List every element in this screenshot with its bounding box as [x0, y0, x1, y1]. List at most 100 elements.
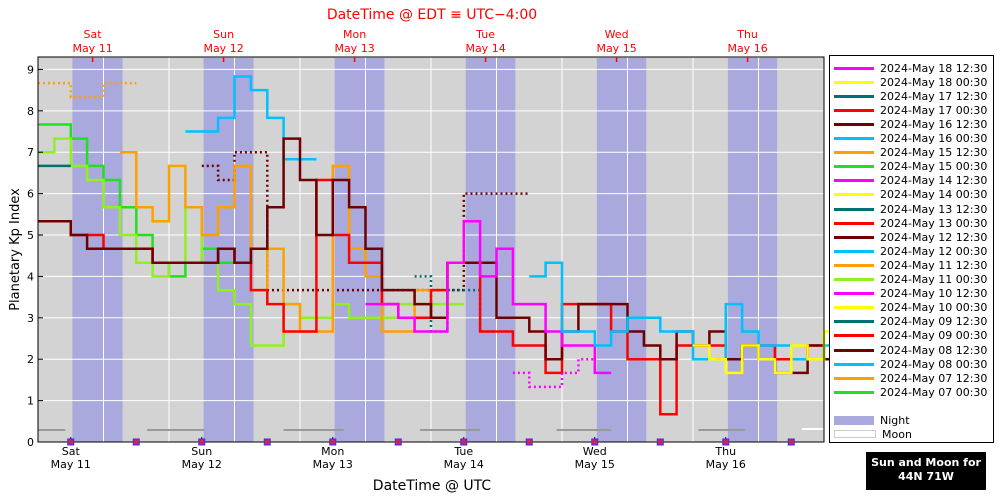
- legend-entry: 2024-May 16 00:30: [834, 131, 987, 147]
- sun-moon-line1: Sun and Moon for: [871, 456, 981, 469]
- legend-label: 2024-May 07 12:30: [880, 371, 988, 385]
- legend-label: 2024-May 12 00:30: [880, 244, 988, 258]
- legend-swatch: [834, 94, 874, 98]
- legend-entry: 2024-May 09 00:30: [834, 328, 987, 344]
- legend-night-label: Night: [880, 413, 910, 427]
- legend-entry: 2024-May 07 12:30: [834, 370, 987, 386]
- bottom-marker: [198, 438, 206, 446]
- bottom-tick-day: Thu: [714, 445, 736, 458]
- legend-entry: 2024-May 18 12:30: [834, 60, 987, 76]
- legend-moon: Moon: [834, 426, 912, 442]
- legend-swatch: [834, 207, 874, 211]
- legend-entry: 2024-May 12 12:30: [834, 229, 987, 245]
- night-band: [334, 58, 385, 442]
- legend-label: 2024-May 11 00:30: [880, 273, 988, 286]
- legend-label: 2024-May 13 00:30: [880, 216, 988, 230]
- top-tick-date: May 16: [727, 42, 767, 55]
- top-tick-day: Wed: [605, 28, 629, 41]
- bottom-tick-date: May 13: [313, 458, 353, 471]
- y-tick-label: 6: [27, 188, 34, 201]
- legend-entry: 2024-May 13 00:30: [834, 215, 987, 231]
- legend-swatch: [834, 249, 874, 253]
- bottom-tick-day: Sat: [62, 445, 81, 458]
- top-tick-day: Tue: [475, 28, 495, 41]
- y-tick-label: 4: [27, 270, 34, 283]
- legend-swatch: [834, 221, 874, 225]
- legend-entry: 2024-May 09 12:30: [834, 314, 987, 330]
- legend-swatch: [834, 390, 874, 394]
- y-axis-label: Planetary Kp Index: [8, 188, 23, 311]
- legend-swatch: [834, 362, 874, 366]
- legend-swatch: [834, 122, 874, 126]
- legend-swatch: [834, 292, 874, 296]
- bottom-tick-day: Sun: [191, 445, 212, 458]
- legend-swatch: [834, 263, 874, 267]
- legend-label: 2024-May 16 00:30: [880, 132, 988, 145]
- top-axis-title: DateTime @ EDT ≡ UTC−4:00: [327, 7, 537, 23]
- bottom-tick-date: May 12: [182, 458, 222, 471]
- bottom-marker: [787, 438, 795, 446]
- legend-entry: 2024-May 12 00:30: [834, 243, 987, 259]
- legend-night: Night: [834, 412, 910, 428]
- legend-label: 2024-May 10 00:30: [880, 301, 988, 315]
- bottom-tick-day: Mon: [321, 445, 344, 458]
- legend-label: 2024-May 13 12:30: [880, 202, 988, 216]
- night-band: [203, 58, 254, 442]
- legend-swatch: [834, 235, 874, 239]
- legend-entry: 2024-May 15 00:30: [834, 159, 987, 175]
- legend-moon-label: Moon: [882, 427, 912, 441]
- bottom-tick-date: May 15: [575, 458, 615, 471]
- top-tick-date: May 12: [203, 42, 243, 55]
- legend-entry: 2024-May 15 12:30: [834, 145, 987, 161]
- legend-label: 2024-May 14 12:30: [880, 174, 988, 188]
- y-tick-label: 7: [27, 146, 34, 159]
- legend-swatch: [834, 348, 874, 352]
- legend-swatch: [834, 80, 874, 84]
- legend-label: 2024-May 07 00:30: [880, 385, 988, 399]
- y-tick-label: 0: [27, 436, 34, 449]
- legend-label: 2024-May 09 00:30: [880, 329, 988, 343]
- bottom-marker: [656, 438, 664, 446]
- legend-entry: 2024-May 10 12:30: [834, 286, 987, 302]
- legend-entry: 2024-May 18 00:30: [834, 74, 987, 90]
- top-tick-date: May 13: [334, 42, 374, 55]
- legend-entry: 2024-May 17 00:30: [834, 102, 987, 118]
- bottom-marker: [132, 438, 140, 446]
- legend-entry: 2024-May 16 12:30: [834, 116, 987, 132]
- legend-moon-swatch: [834, 430, 876, 438]
- legend-swatch: [834, 165, 874, 169]
- legend-entry: 2024-May 08 12:30: [834, 342, 987, 358]
- legend-label: 2024-May 18 00:30: [880, 75, 988, 89]
- legend-swatch: [834, 137, 874, 140]
- legend-label: 2024-May 10 12:30: [880, 287, 988, 301]
- legend-entry: 2024-May 14 00:30: [834, 187, 987, 203]
- bottom-marker: [67, 438, 75, 446]
- bottom-marker: [460, 438, 468, 446]
- night-band: [465, 58, 516, 442]
- legend-swatch: [834, 66, 874, 70]
- legend-entry: 2024-May 10 00:30: [834, 300, 987, 316]
- legend-label: 2024-May 12 12:30: [880, 230, 988, 244]
- series-line: [512, 357, 595, 389]
- series-line: [38, 81, 137, 99]
- bottom-marker: [394, 438, 402, 446]
- bottom-marker: [263, 438, 271, 446]
- legend-entry: 2024-May 08 00:30: [834, 356, 987, 372]
- legend-entry: 2024-May 17 12:30: [834, 88, 987, 104]
- bottom-tick-date: May 11: [51, 458, 91, 471]
- legend-swatch: [834, 151, 874, 155]
- top-tick-date: May 14: [465, 42, 505, 55]
- legend-swatch: [834, 320, 874, 324]
- bottom-marker: [591, 438, 599, 446]
- sun-moon-line2: 44N 71W: [898, 470, 954, 483]
- legend-label: 2024-May 08 12:30: [880, 343, 988, 357]
- bottom-axis-title: DateTime @ UTC: [373, 478, 492, 494]
- sun-moon-badge: Sun and Moon for 44N 71W: [866, 452, 986, 490]
- series-line: [365, 220, 612, 375]
- bottom-marker: [722, 438, 730, 446]
- legend-entry: 2024-May 11 12:30: [834, 257, 987, 273]
- legend-swatch: [834, 278, 874, 281]
- legend-label: 2024-May 08 00:30: [880, 357, 988, 371]
- top-tick-day: Sun: [213, 28, 234, 41]
- y-tick-label: 3: [27, 312, 34, 325]
